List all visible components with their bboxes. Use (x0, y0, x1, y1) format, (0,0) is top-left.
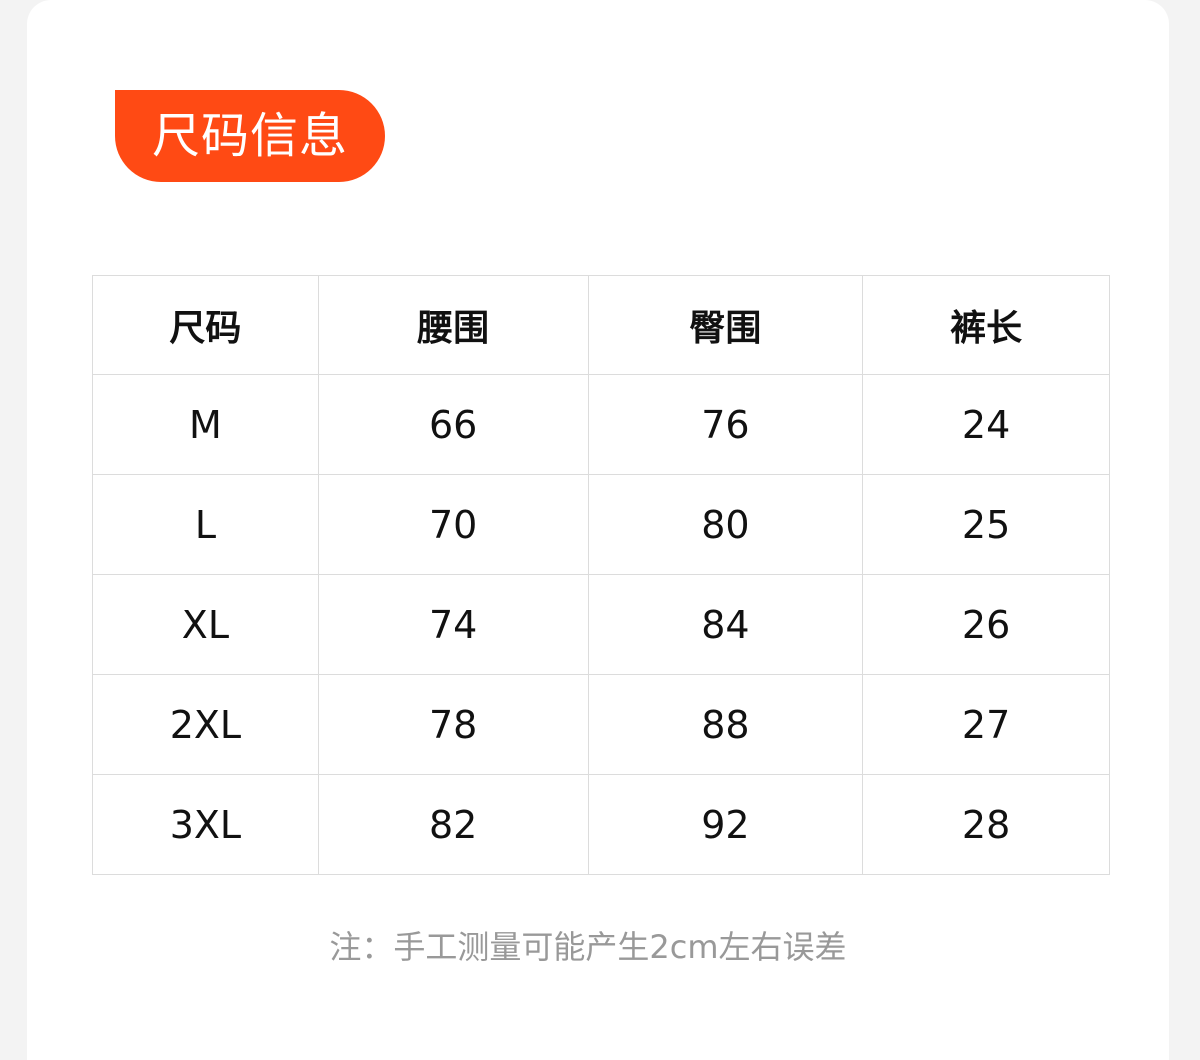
table-cell: 3XL (92, 774, 319, 875)
table-cell: 84 (587, 574, 864, 675)
table-cell: 74 (317, 574, 589, 675)
table-cell: 2XL (92, 674, 319, 775)
table-cell: L (92, 474, 319, 575)
table-cell: 25 (862, 474, 1110, 575)
column-header: 臀围 (587, 275, 864, 375)
table-row: XL 74 84 26 (92, 574, 1110, 675)
table-cell: 24 (862, 374, 1110, 475)
column-header: 裤长 (862, 275, 1110, 375)
table-cell: 88 (587, 674, 864, 775)
table-cell: 27 (862, 674, 1110, 775)
table-cell: 80 (587, 474, 864, 575)
table-cell: 76 (587, 374, 864, 475)
table-row: L 70 80 25 (92, 474, 1110, 575)
table-row: M 66 76 24 (92, 374, 1110, 475)
table-cell: M (92, 374, 319, 475)
size-table: 尺码 腰围 臀围 裤长 M 66 76 24 L 70 80 25 XL 74 84 26 2XL 78 88 27… (92, 275, 1110, 875)
section-title-badge: 尺码信息 (115, 90, 385, 182)
table-cell: 28 (862, 774, 1110, 875)
table-row: 2XL 78 88 27 (92, 674, 1110, 775)
column-header: 腰围 (317, 275, 589, 375)
table-cell: XL (92, 574, 319, 675)
table-cell: 82 (317, 774, 589, 875)
table-cell: 92 (587, 774, 864, 875)
table-header-row: 尺码 腰围 臀围 裤长 (92, 275, 1110, 375)
table-cell: 26 (862, 574, 1110, 675)
table-row: 3XL 82 92 28 (92, 774, 1110, 875)
column-header: 尺码 (92, 275, 319, 375)
table-cell: 70 (317, 474, 589, 575)
table-cell: 78 (317, 674, 589, 775)
table-cell: 66 (317, 374, 589, 475)
measurement-note: 注：手工测量可能产生2cm左右误差 (329, 928, 847, 966)
